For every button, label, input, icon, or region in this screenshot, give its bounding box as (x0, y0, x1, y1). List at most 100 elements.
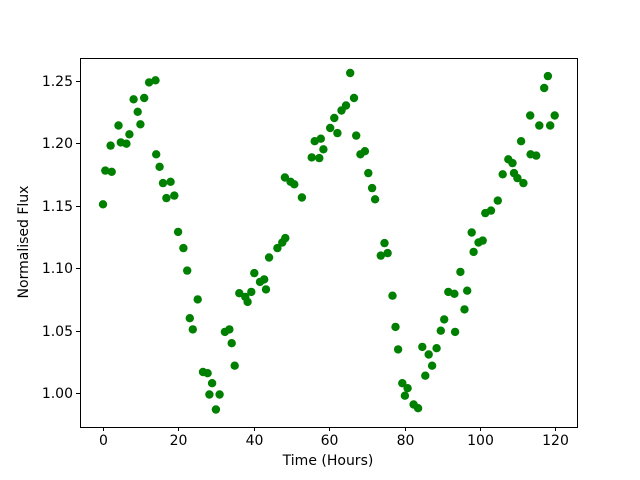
data-point (101, 166, 110, 175)
data-point (193, 295, 202, 304)
data-point (535, 121, 544, 130)
y-tick-label: 1.20 (42, 136, 73, 152)
data-point (170, 191, 179, 200)
data-point (158, 178, 168, 188)
data-point (140, 93, 149, 103)
data-point (540, 83, 549, 93)
data-point (215, 390, 224, 399)
y-tick-label: 1.10 (42, 261, 73, 277)
data-point (185, 314, 194, 323)
data-point (546, 121, 555, 130)
data-point (516, 137, 526, 146)
x-tick-label: 0 (99, 433, 108, 449)
data-point (450, 327, 460, 337)
data-point (235, 289, 244, 298)
data-point (508, 158, 517, 168)
data-point (370, 195, 380, 204)
data-point (125, 130, 134, 139)
data-point (486, 206, 496, 215)
x-tick-label: 20 (170, 433, 188, 449)
data-point (319, 145, 328, 154)
data-point (432, 344, 441, 353)
data-point (456, 267, 465, 277)
data-point (155, 162, 164, 171)
data-point (162, 193, 171, 203)
data-point (247, 287, 256, 297)
data-point (376, 251, 385, 260)
y-tick-label: 1.15 (42, 199, 73, 215)
data-point (391, 322, 400, 332)
data-point (418, 342, 427, 352)
x-tick-label: 80 (397, 433, 415, 449)
data-point (144, 78, 154, 87)
data-point (315, 153, 324, 163)
data-point (460, 305, 469, 314)
data-point (421, 371, 430, 380)
data-point (467, 228, 476, 237)
data-point (400, 391, 410, 400)
data-point (203, 369, 212, 378)
data-point (513, 173, 522, 183)
data-point (261, 285, 271, 294)
data-point (364, 168, 373, 178)
data-point (360, 147, 370, 156)
data-point (393, 345, 403, 354)
data-point (166, 177, 175, 186)
data-point (398, 379, 407, 388)
data-point (326, 123, 335, 133)
data-point (463, 286, 472, 295)
data-point (380, 238, 389, 248)
y-tick-label: 1.00 (42, 386, 73, 402)
data-point (114, 121, 123, 130)
data-point (526, 111, 535, 120)
data-point (307, 153, 316, 162)
data-point (106, 141, 115, 150)
data-point (205, 390, 214, 399)
data-point (290, 180, 299, 189)
y-tick-label: 1.05 (42, 324, 73, 340)
data-point (333, 128, 342, 138)
data-point (98, 200, 108, 209)
x-tick-label: 100 (467, 433, 494, 449)
data-point (550, 111, 559, 120)
data-point (273, 243, 282, 253)
data-point (367, 183, 377, 193)
data-point (225, 325, 234, 334)
data-point (493, 196, 502, 205)
data-point (230, 361, 239, 370)
data-point (349, 93, 359, 103)
data-point (346, 68, 355, 78)
data-point (281, 233, 290, 243)
data-point (427, 361, 437, 370)
data-point (227, 339, 236, 348)
data-point (383, 248, 392, 258)
y-axis-label: Normalised Flux (16, 185, 32, 299)
data-point (122, 139, 131, 148)
x-tick-label: 40 (246, 433, 264, 449)
data-point (264, 253, 274, 262)
data-point (297, 193, 307, 202)
data-point (403, 384, 412, 393)
data-point (188, 325, 197, 334)
data-point (436, 326, 445, 335)
data-point (107, 167, 116, 176)
data-point (440, 315, 449, 324)
data-point (478, 236, 487, 245)
data-point (330, 113, 339, 123)
data-point (424, 350, 433, 359)
data-point (450, 289, 459, 298)
x-axis-label: Time (Hours) (282, 453, 374, 469)
data-point (136, 120, 145, 129)
data-point (250, 268, 259, 278)
data-point (498, 170, 507, 179)
data-point (152, 150, 161, 159)
y-tick-label: 1.25 (42, 74, 73, 90)
data-point (179, 243, 188, 253)
plot-area-spines (80, 58, 578, 428)
data-point (352, 131, 361, 140)
data-point (519, 178, 528, 188)
x-tick-label: 120 (542, 433, 569, 449)
data-point (183, 266, 192, 275)
